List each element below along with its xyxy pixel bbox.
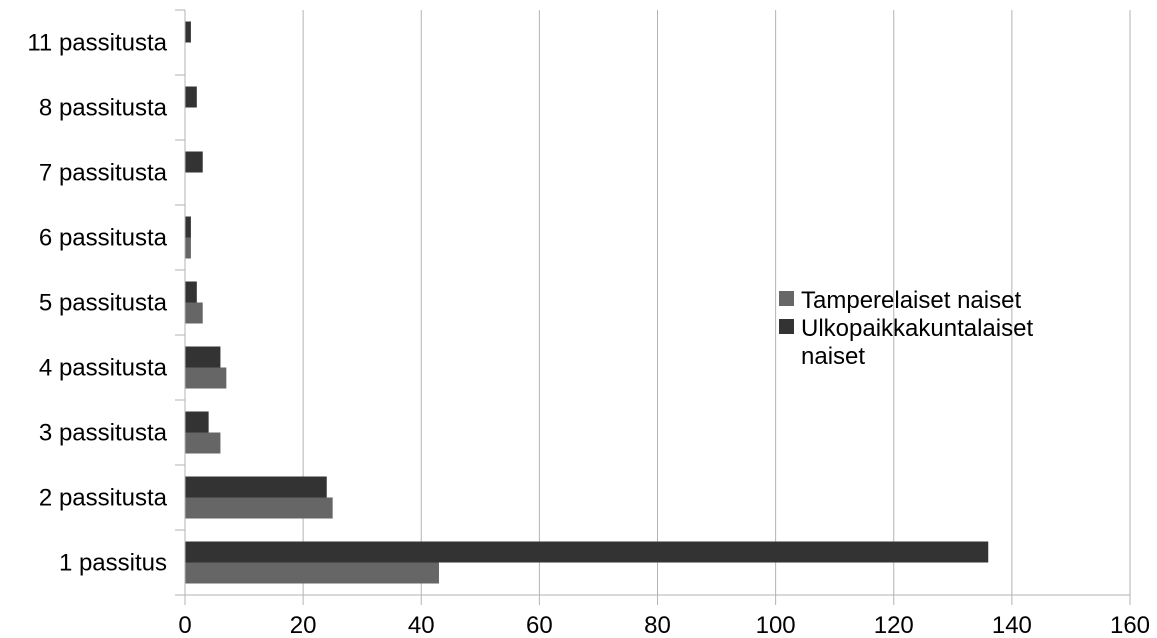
x-tick-label-120: 120: [874, 612, 914, 638]
x-tick-label-40: 40: [408, 612, 435, 638]
x-tick-label-100: 100: [756, 612, 796, 638]
legend-label-ulkopaikkakuntalaiset-naiset: Ulkopaikkakuntalaiset naiset: [801, 315, 1033, 370]
x-tick-label-20: 20: [290, 612, 317, 638]
category-label-6-passitusta: 6 passitusta: [39, 225, 168, 252]
bar-ulkopaikkakuntalaiset-naiset-6-passitusta: [185, 216, 191, 238]
bars: [185, 21, 989, 584]
x-tick-label-160: 160: [1110, 612, 1150, 638]
x-tick-label-0: 0: [178, 612, 191, 638]
bar-ulkopaikkakuntalaiset-naiset-2-passitusta: [185, 476, 327, 498]
bar-ulkopaikkakuntalaiset-naiset-5-passitusta: [185, 281, 197, 303]
bar-ulkopaikkakuntalaiset-naiset-3-passitusta: [185, 411, 209, 433]
legend-swatch-tamperelaiset-naiset: [779, 291, 794, 306]
bar-tamperelaiset-naiset-3-passitusta: [185, 432, 221, 454]
x-tick-label-80: 80: [644, 612, 671, 638]
bar-ulkopaikkakuntalaiset-naiset-8-passitusta: [185, 86, 197, 108]
category-label-1-passitus: 1 passitus: [59, 550, 167, 577]
x-tick-label-140: 140: [992, 612, 1032, 638]
bar-ulkopaikkakuntalaiset-naiset-1-passitus: [185, 541, 989, 563]
category-label-4-passitusta: 4 passitusta: [39, 355, 168, 382]
grid: [302, 10, 1131, 595]
category-label-11-passitusta: 11 passitusta: [27, 30, 167, 57]
axes: [175, 9, 1131, 605]
category-label-7-passitusta: 7 passitusta: [39, 160, 168, 187]
category-label-3-passitusta: 3 passitusta: [39, 420, 168, 447]
bar-tamperelaiset-naiset-6-passitusta: [185, 237, 191, 259]
bar-tamperelaiset-naiset-2-passitusta: [185, 497, 333, 519]
labels: 1 passitus 2 passitusta 3 passitusta 4 pass…: [27, 30, 1150, 638]
legend-label-tamperelaiset-naiset: Tamperelaiset naiset: [801, 287, 1021, 314]
legend-swatch-ulkopaikkakuntalaiset-naiset: [779, 319, 794, 334]
category-label-5-passitusta: 5 passitusta: [39, 290, 168, 317]
bar-tamperelaiset-naiset-5-passitusta: [185, 302, 203, 324]
legend: Tamperelaiset naisetUlkopaikkakuntalaise…: [779, 287, 1033, 370]
category-label-8-passitusta: 8 passitusta: [39, 95, 168, 122]
bar-ulkopaikkakuntalaiset-naiset-4-passitusta: [185, 346, 221, 368]
bar-ulkopaikkakuntalaiset-naiset-7-passitusta: [185, 151, 203, 173]
bar-tamperelaiset-naiset-1-passitus: [185, 562, 439, 584]
x-tick-label-60: 60: [526, 612, 553, 638]
category-label-2-passitusta: 2 passitusta: [39, 485, 168, 512]
bar-ulkopaikkakuntalaiset-naiset-11-passitusta: [185, 21, 191, 43]
bar-tamperelaiset-naiset-4-passitusta: [185, 367, 227, 389]
